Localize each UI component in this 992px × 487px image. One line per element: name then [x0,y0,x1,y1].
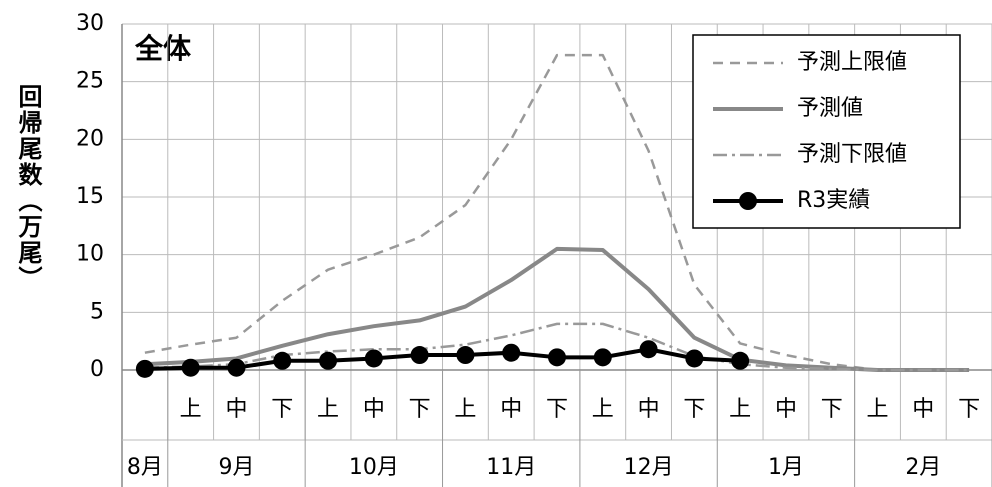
x-tick-label: 下 [958,397,980,422]
month-label: 9月 [218,455,254,480]
legend-marker [739,192,757,210]
x-tick-label: 下 [821,397,843,422]
data-point [319,351,338,370]
data-point [502,343,521,362]
chart-title: 全体 [134,32,192,65]
x-tick-label: 下 [546,397,568,422]
y-tick-label: 15 [76,184,104,209]
data-point [135,359,154,378]
data-point [548,348,566,367]
data-point [227,358,246,377]
legend-label: 予測下限値 [797,142,907,167]
y-tick-label: 5 [90,299,104,324]
x-tick-label: 上 [592,397,614,422]
x-tick-label: 中 [225,397,247,422]
data-point [181,358,200,377]
series-line [144,246,970,372]
x-tick-label: 下 [683,397,705,422]
y-tick-label: 0 [90,357,104,382]
y-tick-label: 25 [76,69,104,94]
data-point [410,346,429,365]
data-point [639,340,658,359]
legend-label: 予測上限値 [797,50,907,75]
month-label: 2月 [905,455,941,480]
month-label: 11月 [486,455,536,480]
x-tick-label: 中 [912,397,934,422]
month-label: 12月 [624,455,674,480]
x-tick-label: 上 [317,397,339,422]
x-tick-label: 下 [409,397,431,422]
data-point [731,351,750,370]
x-tick-label: 中 [775,397,797,422]
x-tick-label: 下 [271,397,293,422]
x-tick-label: 中 [500,397,522,422]
legend-box [692,34,961,229]
data-point [273,351,292,370]
data-point [456,346,475,365]
x-tick-label: 上 [180,397,202,422]
month-label: 10月 [349,455,399,480]
y-tick-label: 30 [76,11,104,36]
data-point [685,349,704,368]
series-line [144,53,970,372]
data-point [364,349,383,368]
month-label: 8月 [127,455,163,480]
y-tick-label: 10 [76,242,104,267]
y-tick-label: 20 [76,126,104,151]
x-tick-label: 上 [454,397,476,422]
month-label: 1月 [768,455,804,480]
data-point [593,348,612,367]
x-tick-label: 中 [638,397,660,422]
legend-label: 予測値 [797,96,863,121]
x-tick-label: 上 [867,397,889,422]
x-tick-label: 中 [363,397,385,422]
x-tick-label: 上 [729,397,751,422]
legend-label: R3実績 [797,188,870,213]
y-axis-label: 回帰尾数（万尾） [14,84,42,292]
